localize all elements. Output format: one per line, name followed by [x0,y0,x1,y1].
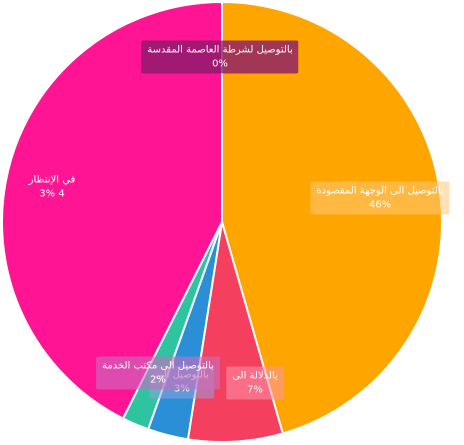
slice-label-percent: 2% [150,374,166,385]
slice-label-5: بالتوصيل لشرطة العاصمة المقدسة 0% [141,40,299,74]
slice-label-1: بالدلالة الى 7% [226,366,284,400]
slice-label-4: في الإنتظار 4 3% [23,171,82,204]
slice-label-name: بالتوصيل الى مكتب الخدمة [102,360,214,372]
pie-slice-4 [1,0,223,420]
slice-label-name: في الإنتظار [28,174,76,186]
slice-label-percent: 0% [212,58,228,69]
slice-label-percent: 4 3% [39,188,65,199]
slice-label-percent: 7% [247,384,263,395]
slice-label-0: بالتوصيل الى الوجهة المقصودة 46% [310,181,450,215]
slice-label-name: بالتوصيل لشرطة العاصمة المقدسة [147,44,293,56]
slice-label-3: بالتوصيل الى مكتب الخدمة 2% [96,356,220,390]
slice-label-name: بالتوصيل الى الوجهة المقصودة [316,185,444,197]
slice-label-name: بالدلالة الى [232,370,278,382]
slice-label-percent: 46% [368,199,392,210]
